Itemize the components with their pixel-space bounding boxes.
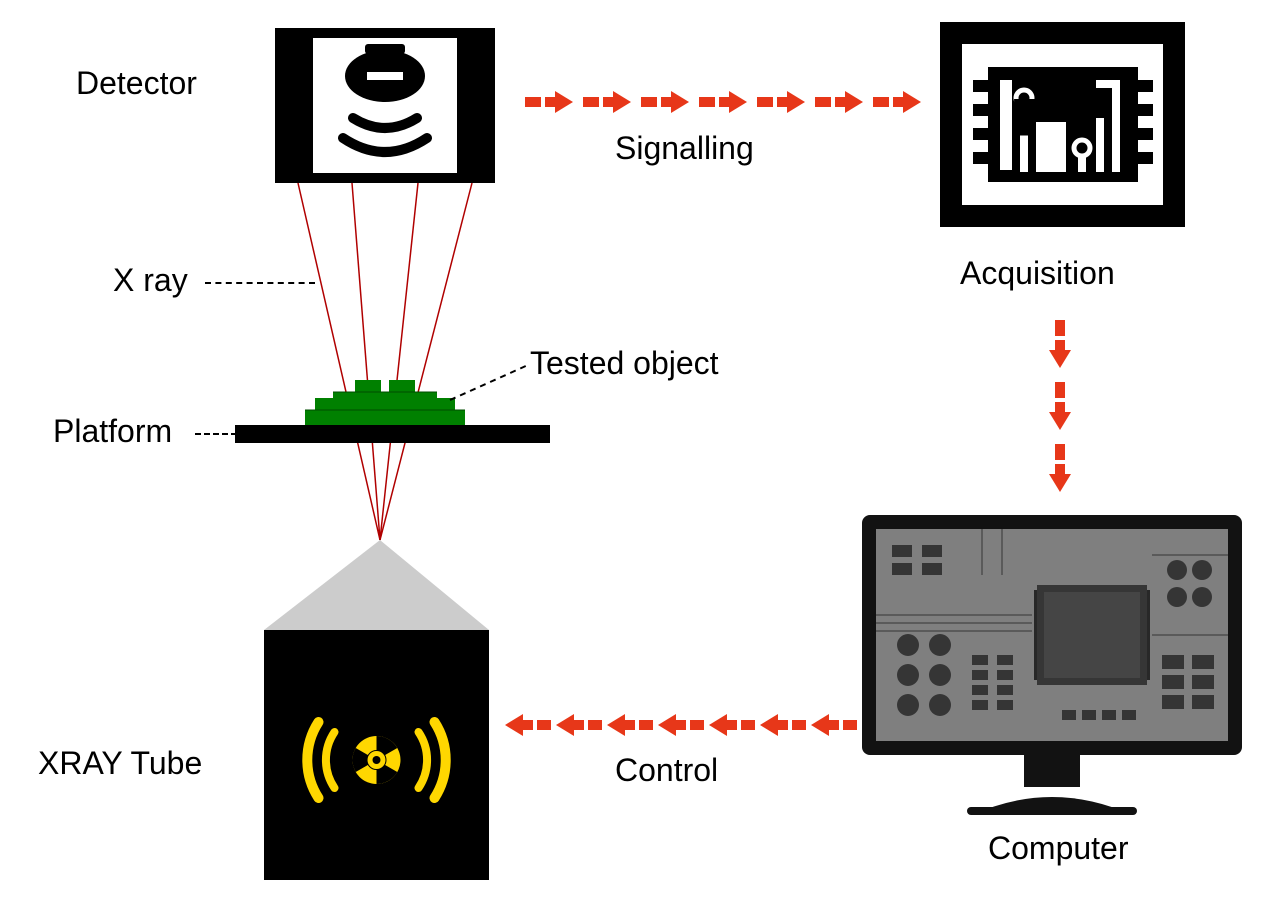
acquisition-label: Acquisition xyxy=(960,255,1115,292)
detector-box xyxy=(275,28,495,183)
control-arrows xyxy=(505,711,860,741)
computer-label: Computer xyxy=(988,830,1129,867)
platform-leader xyxy=(195,433,237,435)
xray-leader xyxy=(205,282,315,284)
acq-to-computer-arrows xyxy=(1046,320,1076,510)
detector-label: Detector xyxy=(76,65,197,102)
computer-monitor xyxy=(862,515,1242,815)
control-label: Control xyxy=(615,752,718,789)
tested-object xyxy=(305,380,465,425)
signalling-label: Signalling xyxy=(615,130,754,167)
xray-tube-label: XRAY Tube xyxy=(38,745,202,782)
tested-object-label: Tested object xyxy=(530,345,719,382)
platform-label: Platform xyxy=(53,413,172,450)
acquisition-box xyxy=(940,22,1185,227)
xray-label: X ray xyxy=(113,262,188,299)
signalling-arrows xyxy=(525,88,935,118)
platform-rect xyxy=(235,425,550,443)
xray-tube-box xyxy=(264,630,489,880)
